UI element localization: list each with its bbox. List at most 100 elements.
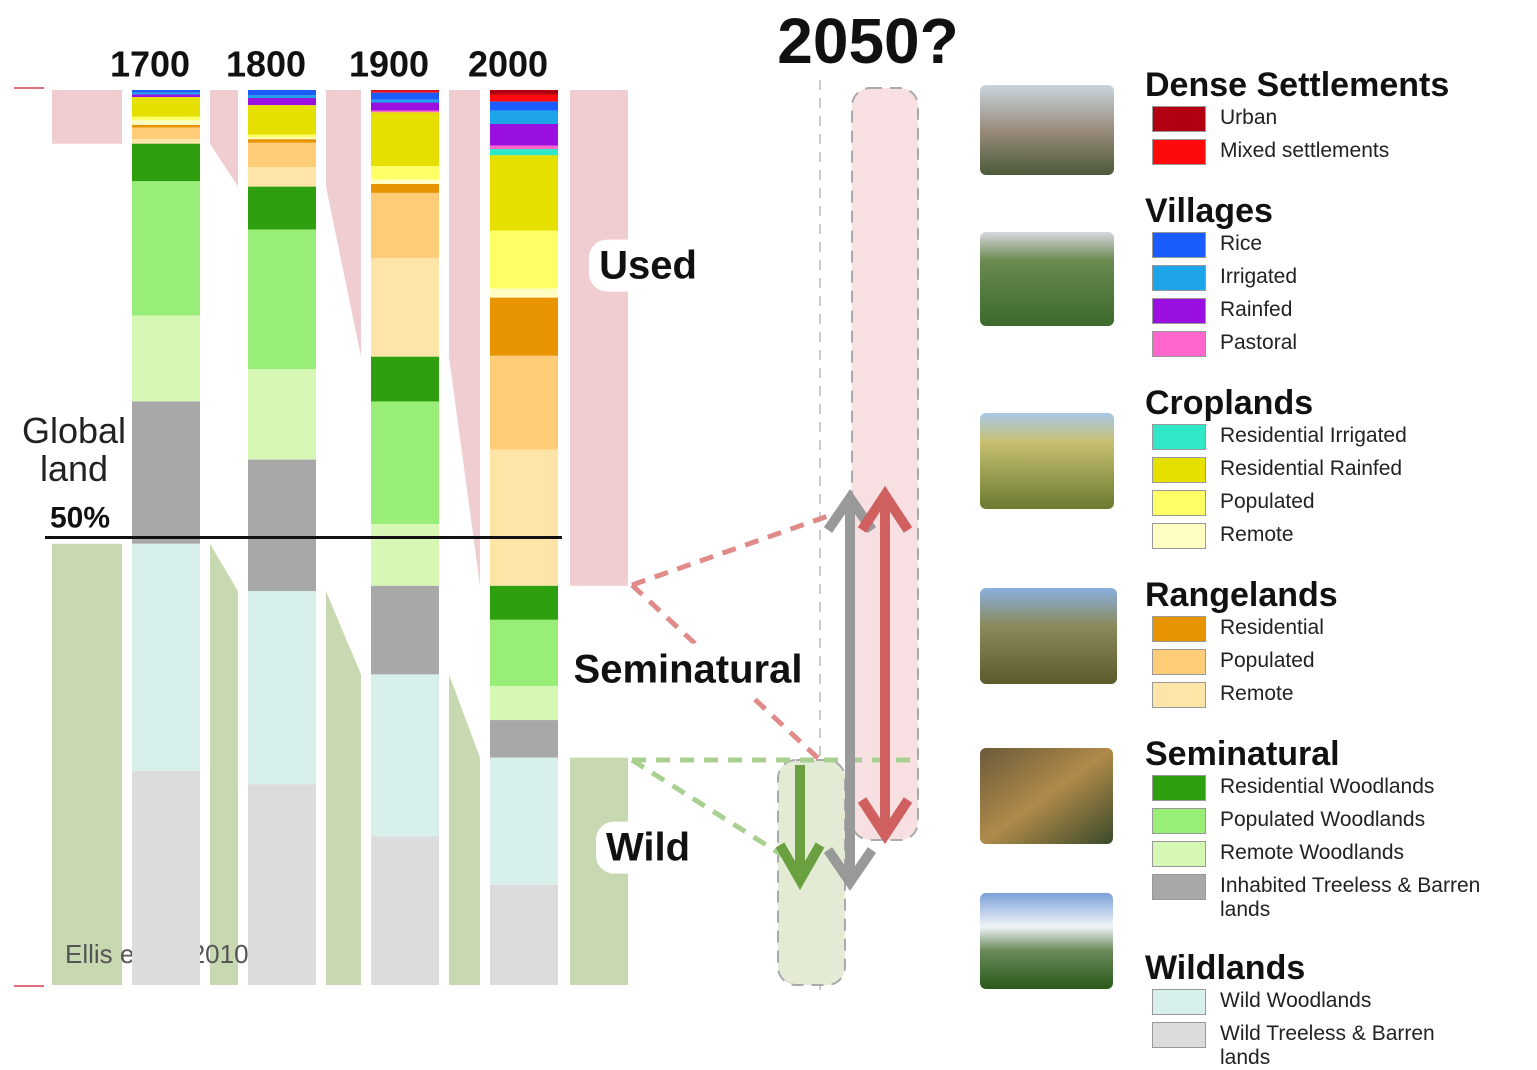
- annotation: Seminatural: [574, 648, 803, 692]
- legend-item: Pastoral: [1152, 331, 1522, 357]
- bar-segment: [132, 144, 200, 182]
- bar-segment: [371, 586, 439, 675]
- legend-item: Wild Treeless & Barren lands: [1152, 1022, 1522, 1070]
- bar-segment: [132, 771, 200, 985]
- legend-swatch: [1152, 1022, 1206, 1048]
- x-tick-label: 2000: [468, 44, 548, 85]
- legend-label: Rainfed: [1220, 298, 1490, 322]
- bar-segment: [132, 128, 200, 140]
- bar-segment: [132, 117, 200, 121]
- legend-item: Irrigated: [1152, 265, 1522, 291]
- chart-title: 2050?: [777, 5, 958, 77]
- bar-segment: [490, 720, 558, 758]
- legend-swatch: [1152, 457, 1206, 483]
- legend-label: Wild Woodlands: [1220, 989, 1490, 1013]
- used-band: [570, 90, 628, 586]
- bar-segment: [490, 231, 558, 289]
- legend-item: Mixed settlements: [1152, 139, 1522, 165]
- page: 2050? Ellis et al., 2010 170018001900200…: [0, 0, 1537, 1002]
- legend-label: Remote: [1220, 682, 1490, 706]
- bar-segment: [371, 91, 439, 93]
- legend-item: Residential Rainfed: [1152, 457, 1522, 483]
- legend-label: Populated Woodlands: [1220, 808, 1490, 832]
- used-band: [449, 90, 480, 586]
- bar-segment: [248, 785, 316, 985]
- legend-swatch: [1152, 265, 1206, 291]
- bar-segment: [371, 184, 439, 193]
- legend-swatch: [1152, 490, 1206, 516]
- legend-label: Residential Rainfed: [1220, 457, 1490, 481]
- bar-segment: [490, 94, 558, 101]
- bar-segment: [371, 90, 439, 91]
- bar-segment: [490, 145, 558, 149]
- bar-segment: [490, 124, 558, 145]
- bar-segment: [132, 401, 200, 543]
- legend-label: Urban: [1220, 106, 1490, 130]
- bar-segment: [248, 369, 316, 459]
- bar-segment: [490, 686, 558, 720]
- legend-item: Remote: [1152, 682, 1522, 708]
- wild-band: [449, 674, 480, 985]
- bar-segment: [371, 166, 439, 179]
- legend-swatch: [1152, 808, 1206, 834]
- bar-segment: [490, 620, 558, 686]
- legend-group-title: Dense Settlements: [1145, 66, 1449, 105]
- legend-swatch: [1152, 331, 1206, 357]
- wild-band: [326, 591, 361, 985]
- legend-item: Residential Irrigated: [1152, 424, 1522, 450]
- legend-group-title: Croplands: [1145, 384, 1313, 423]
- legend-group-title: Seminatural: [1145, 735, 1340, 774]
- bar-segment: [132, 97, 200, 117]
- legend-label: Irrigated: [1220, 265, 1490, 289]
- bar-segment: [248, 135, 316, 138]
- bar-segment: [132, 125, 200, 128]
- bar-segment: [371, 193, 439, 258]
- bar-segment: [490, 102, 558, 111]
- bar-segment: [248, 90, 316, 95]
- bar-segment: [371, 357, 439, 402]
- bar-segment: [248, 139, 316, 143]
- legend-item: Rainfed: [1152, 298, 1522, 324]
- y-axis-label: Global land: [14, 412, 134, 488]
- bar-segment: [371, 103, 439, 111]
- bar-segment: [490, 155, 558, 230]
- legend-label: Rice: [1220, 232, 1490, 256]
- bar-segment: [248, 167, 316, 187]
- bar-segment: [490, 111, 558, 124]
- legend-item: Populated: [1152, 490, 1522, 516]
- legend-item: Residential Woodlands: [1152, 775, 1522, 801]
- bar-segment: [371, 100, 439, 103]
- legend-swatch: [1152, 841, 1206, 867]
- bar-segment: [248, 591, 316, 784]
- used-band: [326, 90, 361, 357]
- y-tick-label: 50%: [50, 501, 110, 534]
- legend-item: Populated: [1152, 649, 1522, 675]
- legend-label: Wild Treeless & Barren lands: [1220, 1022, 1490, 1070]
- bar-segment: [371, 93, 439, 100]
- legend-swatch: [1152, 874, 1206, 900]
- legend-label: Residential Woodlands: [1220, 775, 1490, 799]
- legend-swatch: [1152, 298, 1206, 324]
- legend-swatch: [1152, 232, 1206, 258]
- x-tick-label: 1700: [110, 44, 190, 85]
- legend-item: Remote: [1152, 523, 1522, 549]
- bar-segment: [371, 180, 439, 184]
- bar-segment: [371, 836, 439, 985]
- bar-segment: [371, 111, 439, 113]
- bar-segment: [490, 356, 558, 450]
- bar-segment: [371, 112, 439, 166]
- legend-item: Populated Woodlands: [1152, 808, 1522, 834]
- legend-item: Rice: [1152, 232, 1522, 258]
- used-band: [52, 90, 122, 144]
- legend-swatch: [1152, 649, 1206, 675]
- bar-segment: [490, 758, 558, 885]
- bar-segment: [490, 298, 558, 356]
- bar-segment: [490, 586, 558, 620]
- bar-segment: [490, 289, 558, 298]
- legend-label: Remote Woodlands: [1220, 841, 1490, 865]
- bar-segment: [248, 143, 316, 167]
- used-band: [210, 90, 238, 187]
- bar-segment: [490, 450, 558, 586]
- legend-swatch: [1152, 139, 1206, 165]
- bar-segment: [248, 95, 316, 98]
